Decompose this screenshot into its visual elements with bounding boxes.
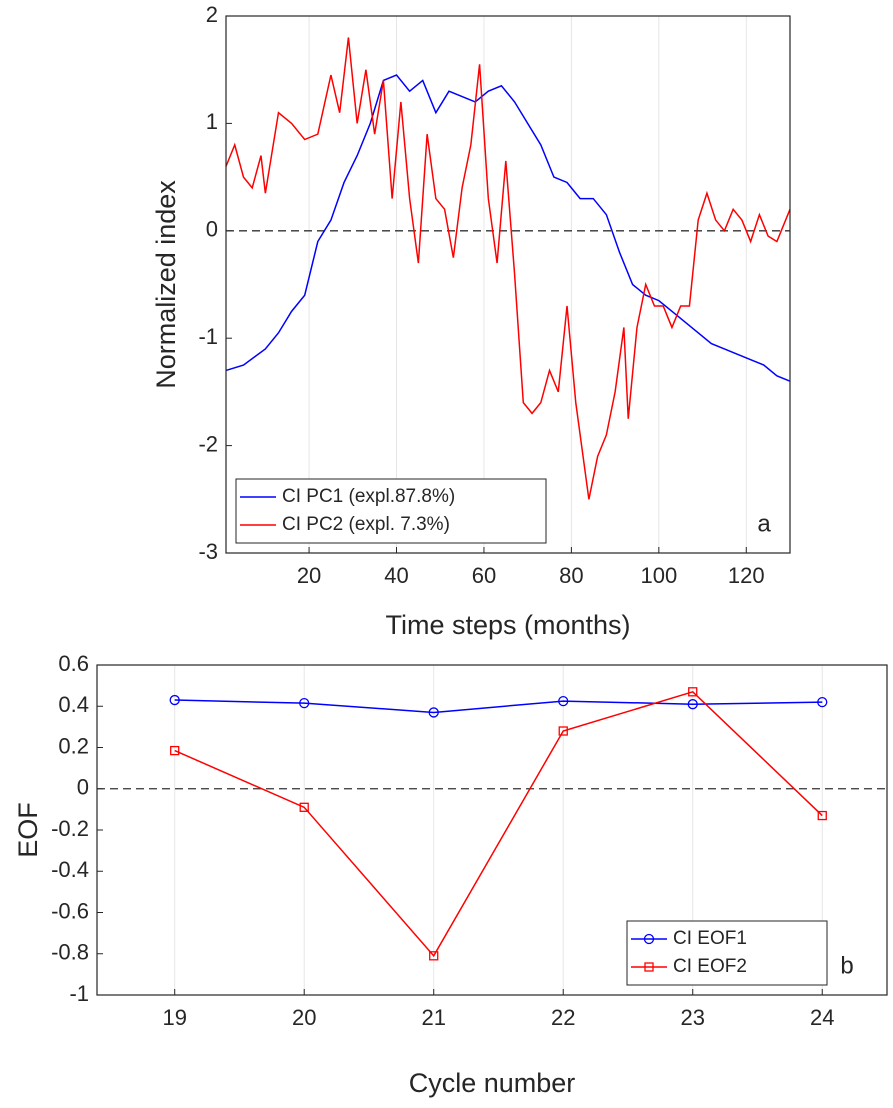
legend-label: CI PC2 (expl. 7.3%): [282, 514, 450, 535]
marker: [558, 695, 569, 707]
series-line: [225, 74, 791, 382]
legend-label: CI EOF1: [673, 928, 747, 949]
y-tick-label: 0: [77, 775, 89, 800]
plot-frame: [225, 15, 791, 554]
marker: [299, 802, 309, 812]
marker: [299, 698, 310, 709]
x-tick-label: 40: [384, 563, 408, 588]
y-tick-label: 0.2: [58, 733, 89, 758]
x-tick-label: 24: [810, 1005, 834, 1030]
series-line: [174, 690, 823, 958]
y-axis-label: Normalized index: [151, 180, 181, 389]
plot-frame: [96, 664, 888, 996]
marker: [643, 933, 655, 945]
x-tick-label: 21: [421, 1005, 445, 1030]
marker: [817, 810, 827, 821]
marker: [817, 696, 828, 708]
x-axis-label: Time steps (months): [385, 610, 630, 640]
marker: [170, 745, 180, 756]
x-tick-label: 22: [551, 1005, 575, 1030]
x-tick-label: 80: [559, 563, 583, 588]
x-tick-label: 20: [297, 563, 321, 588]
y-axis-label: EOF: [13, 802, 43, 858]
y-tick-label: 1: [206, 109, 218, 134]
y-tick-label: -0.4: [51, 857, 89, 882]
marker: [428, 707, 439, 718]
marker: [687, 699, 698, 710]
y-tick-label: -0.6: [51, 898, 89, 923]
x-tick-label: 20: [292, 1005, 316, 1030]
legend-label: CI PC1 (expl.87.8%): [282, 486, 455, 507]
y-tick-label: 0: [206, 217, 218, 242]
series-line: [174, 699, 823, 714]
marker: [429, 951, 439, 961]
y-tick-label: -0.8: [51, 940, 89, 965]
legend-box: [235, 478, 547, 544]
y-tick-label: -3: [198, 539, 218, 564]
x-tick-label: 23: [680, 1005, 704, 1030]
panel-label: b: [840, 952, 853, 979]
y-tick-label: -2: [198, 431, 218, 456]
y-tick-label: 0.6: [58, 651, 89, 676]
legend-box: [626, 920, 828, 986]
y-tick-label: -0.2: [51, 816, 89, 841]
x-tick-label: 60: [472, 563, 496, 588]
marker: [558, 726, 568, 736]
x-tick-label: 100: [640, 563, 677, 588]
series-line: [225, 37, 791, 500]
marker: [688, 687, 698, 697]
y-tick-label: -1: [69, 981, 89, 1006]
y-tick-label: -1: [198, 324, 218, 349]
panel-label: a: [757, 510, 771, 537]
x-tick-label: 19: [162, 1005, 186, 1030]
y-tick-label: 2: [206, 2, 218, 27]
legend-label: CI EOF2: [673, 956, 747, 977]
marker: [169, 694, 180, 706]
x-tick-label: 120: [728, 563, 765, 588]
x-axis-label: Cycle number: [409, 1068, 576, 1098]
marker: [644, 962, 654, 972]
y-tick-label: 0.4: [58, 692, 89, 717]
